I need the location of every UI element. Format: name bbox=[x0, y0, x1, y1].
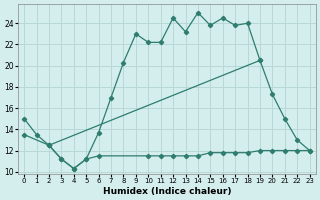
X-axis label: Humidex (Indice chaleur): Humidex (Indice chaleur) bbox=[103, 187, 231, 196]
